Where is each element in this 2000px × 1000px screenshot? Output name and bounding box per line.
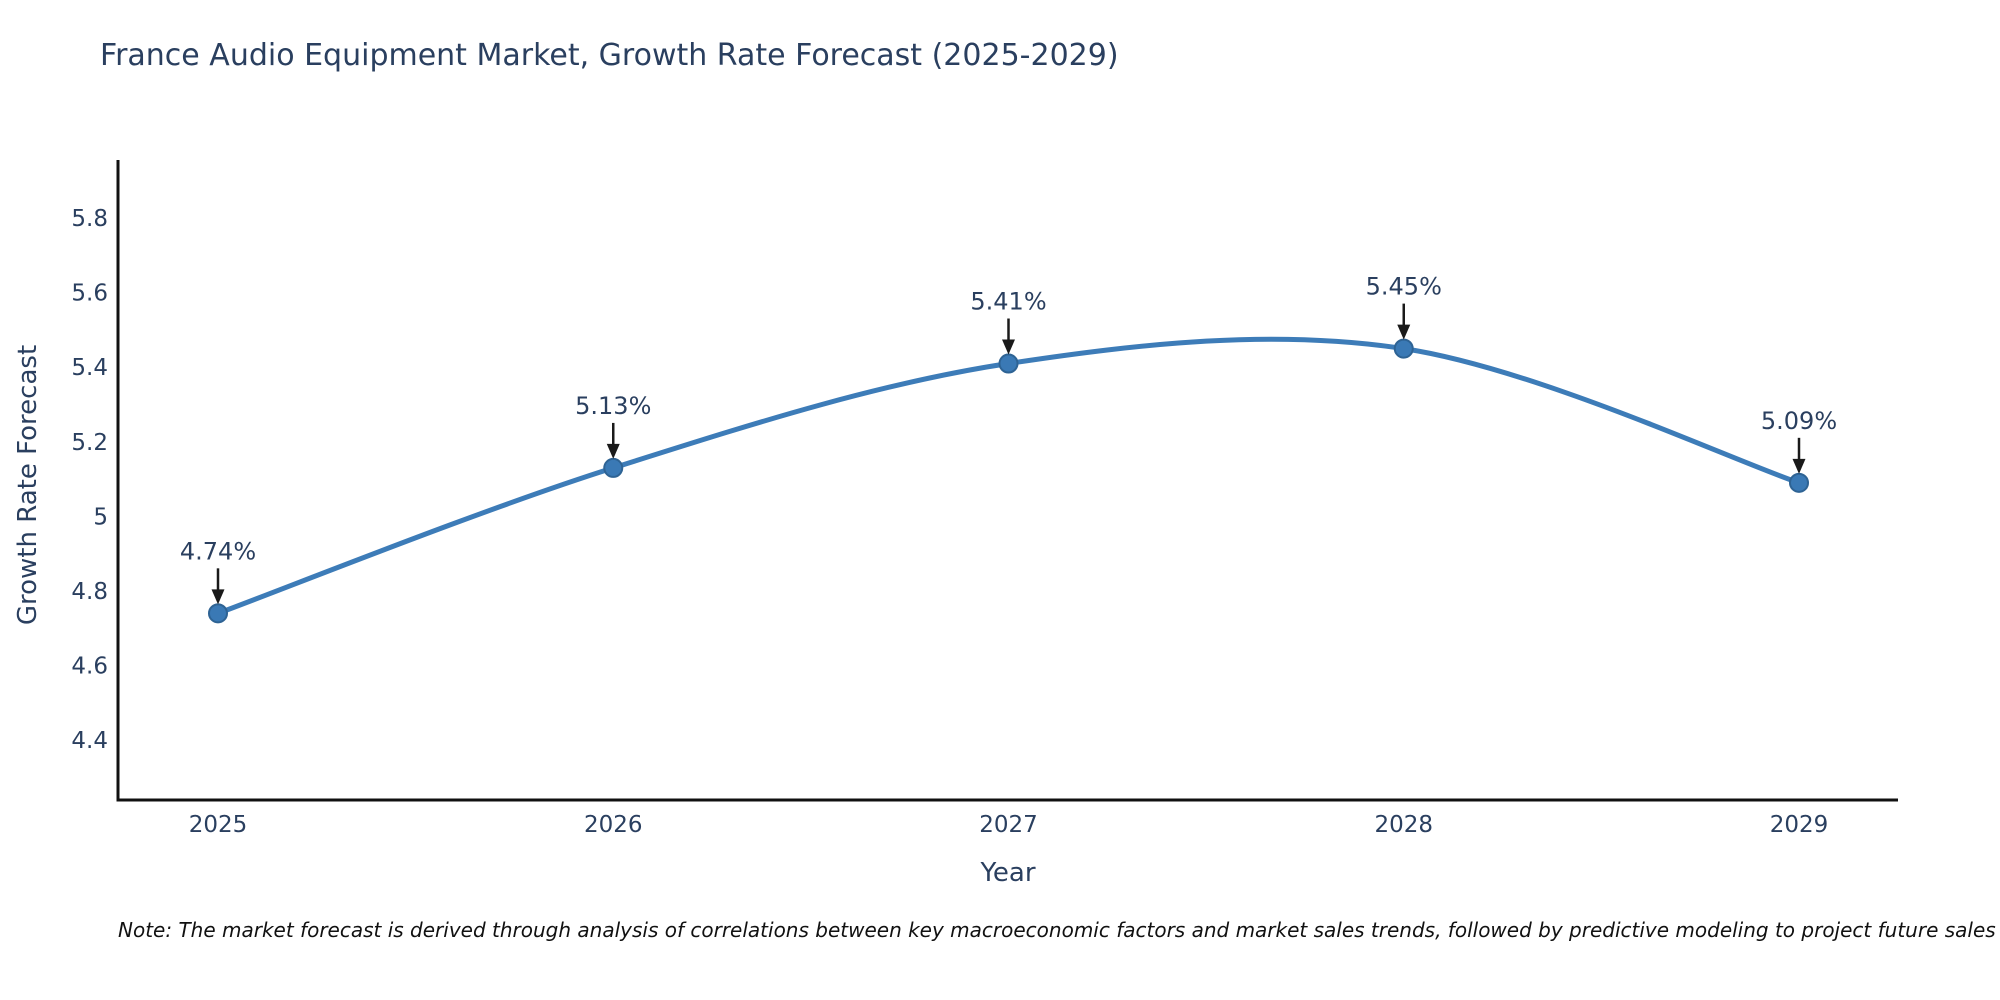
data-point-label: 4.74% bbox=[180, 537, 256, 565]
x-tick-label: 2027 bbox=[979, 812, 1038, 838]
y-tick-label: 5.4 bbox=[71, 355, 108, 381]
x-tick-label: 2029 bbox=[1770, 812, 1829, 838]
annotation-arrowhead bbox=[606, 443, 620, 459]
y-tick-label: 5.8 bbox=[71, 206, 108, 232]
trend-line bbox=[217, 336, 1800, 616]
data-point-label: 5.13% bbox=[575, 392, 651, 420]
data-point-marker[interactable] bbox=[998, 353, 1019, 374]
data-point-label: 5.09% bbox=[1761, 407, 1837, 435]
y-tick-label: 5 bbox=[93, 504, 108, 530]
x-tick-label: 2028 bbox=[1374, 812, 1433, 838]
data-point-label: 5.41% bbox=[970, 288, 1046, 316]
annotation-arrowhead bbox=[1397, 324, 1411, 340]
y-tick-label: 4.6 bbox=[71, 654, 108, 680]
data-point-marker[interactable] bbox=[603, 457, 624, 478]
x-axis-title: Year bbox=[980, 858, 1036, 888]
data-point-marker[interactable] bbox=[208, 603, 228, 624]
annotation-arrowhead bbox=[1792, 458, 1806, 474]
data-point-marker[interactable] bbox=[1789, 472, 1809, 493]
annotation-arrowhead bbox=[1002, 339, 1015, 355]
y-tick-label: 4.4 bbox=[71, 728, 108, 754]
x-tick-label: 2026 bbox=[584, 812, 643, 838]
data-point-label: 5.45% bbox=[1366, 273, 1442, 301]
chart-title: France Audio Equipment Market, Growth Ra… bbox=[100, 38, 1119, 73]
x-tick-label: 2025 bbox=[189, 812, 248, 838]
y-tick-label: 4.8 bbox=[71, 579, 108, 605]
footnote-text: Note: The market forecast is derived thr… bbox=[118, 918, 1996, 942]
annotation-arrowhead bbox=[211, 589, 225, 605]
y-tick-label: 5.2 bbox=[71, 430, 108, 456]
y-tick-label: 5.6 bbox=[71, 281, 108, 307]
data-point-marker[interactable] bbox=[1393, 338, 1414, 359]
